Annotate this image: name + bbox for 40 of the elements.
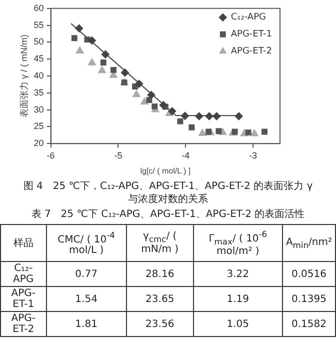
category-label: APG-ET-2 <box>11 313 36 335</box>
text: 表 7 25 ℃下 C₁₂-APG、APG-ET-1、APG-ET-2 的表面活性 <box>30 208 306 221</box>
y-tick-label: 60 <box>34 2 44 13</box>
text: 23.65 <box>146 294 174 304</box>
y-tick-label: 30 <box>34 104 44 114</box>
text: 0.1395 <box>291 294 326 304</box>
category-label: Γ$_{max}$/ ( 10$^{-6}$ mol/m² ) <box>193 224 282 262</box>
category-label: CMC/ ( 10$^{-4}$ mol/L ) <box>46 224 126 262</box>
y-tick-label: 50 <box>34 36 44 47</box>
text: 1.54 <box>75 294 98 304</box>
category-label: A$_{min}$/nm² <box>282 224 336 262</box>
legend-label: C₁₂-APG <box>230 12 266 23</box>
text: 1.81 <box>75 318 98 330</box>
text: 图 4 25 ℃下，C₁₂-APG、APG-ET-1、APG-ET-2 的表面张力 γ 与浓度对数的关系 <box>22 180 314 206</box>
x-tick-label: -6 <box>46 150 55 160</box>
y-tick-label: 55 <box>34 20 44 30</box>
legend-label: APG-ET-2 <box>230 46 272 57</box>
y-tick-label: 20 <box>34 138 44 148</box>
x-tick-label: -4 <box>182 150 190 160</box>
x-axis-title: lg[c/ ( mol/L ) ] <box>140 166 191 176</box>
text: 1.19 <box>226 294 250 304</box>
category-label: C₁₂-APG <box>13 263 34 285</box>
text: 1.05 <box>226 318 250 330</box>
y-tick-label: 40 <box>34 70 44 80</box>
y-tick-label: 35 <box>34 87 44 98</box>
text: 23.56 <box>146 318 174 330</box>
legend-label: APG-ET-1 <box>230 30 272 40</box>
text: 3.22 <box>226 268 250 280</box>
text: 0.77 <box>75 268 98 280</box>
x-tick-label: -5 <box>114 150 122 160</box>
category-label: γ$_{cmc}$/ ( mN/m ) <box>126 224 194 262</box>
category-label: APG-ET-1 <box>11 288 36 310</box>
text: 0.1582 <box>291 318 326 330</box>
category-label: 样品 <box>0 224 46 262</box>
x-tick-label: -3 <box>249 150 258 160</box>
y-axis-title: 表面张力 γ / ( mN/m) <box>18 34 29 118</box>
y-tick-label: 25 <box>34 121 44 132</box>
text: 28.16 <box>146 268 174 280</box>
text: 0.0516 <box>291 268 326 280</box>
y-tick-label: 45 <box>34 54 44 64</box>
